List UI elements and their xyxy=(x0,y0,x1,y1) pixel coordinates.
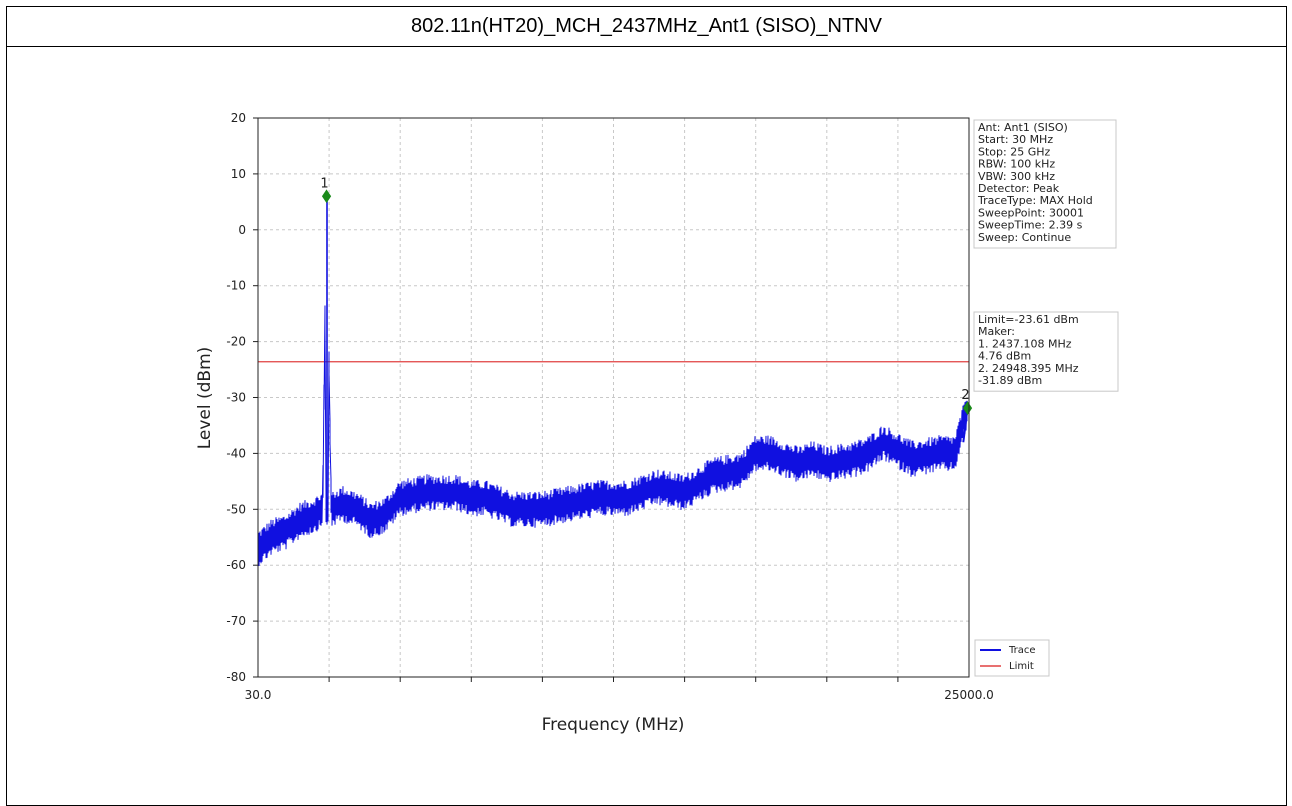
x-tick-label: 25000.0 xyxy=(944,688,994,702)
settings-box-border xyxy=(973,119,1117,249)
settings-box-line: Stop: 25 GHz xyxy=(978,145,1050,158)
y-tick-label: -60 xyxy=(226,558,246,572)
axis-layer: 20 10 0 -10 -20 -30 -40 -50 -60 -70 -80 30.0 25000.0 xyxy=(226,111,993,702)
trace-line xyxy=(257,305,968,567)
marker-readout-box-line: 1. 2437.108 MHz xyxy=(978,337,1072,350)
marker-2-diamond xyxy=(962,401,973,415)
y-tick-label: -30 xyxy=(226,391,246,405)
settings-box-line: SweepPoint: 30001 xyxy=(978,206,1084,219)
y-tick-label: -80 xyxy=(226,670,246,684)
grid-layer xyxy=(258,118,969,677)
x-axis-title: Frequency (MHz) xyxy=(542,715,685,735)
marker-readout-box-line: 2. 24948.395 MHz xyxy=(978,362,1079,375)
marker-readout-box-line: 4.76 dBm xyxy=(978,350,1031,363)
y-tick-label: 0 xyxy=(238,223,246,237)
settings-box-line: VBW: 300 kHz xyxy=(978,170,1055,183)
settings-box-line: RBW: 100 kHz xyxy=(978,158,1055,171)
page-title: 802.11n(HT20)_MCH_2437MHz_Ant1 (SISO)_NT… xyxy=(7,7,1286,47)
marker-1-label: 1 xyxy=(320,176,328,191)
settings-box-line: Start: 30 MHz xyxy=(978,133,1053,146)
trace-layer: 12 xyxy=(257,176,973,567)
y-tick-label: 20 xyxy=(231,111,246,125)
y-tick-label: -40 xyxy=(226,446,246,460)
marker-readout-box-line: Maker: xyxy=(978,325,1015,338)
y-tick-label: -10 xyxy=(226,279,246,293)
marker-readout-box-line: Limit=-23.61 dBm xyxy=(978,313,1079,326)
marker-readout-box-border xyxy=(973,311,1119,392)
settings-box-line: Ant: Ant1 (SISO) xyxy=(978,121,1068,134)
settings-box-line: TraceType: MAX Hold xyxy=(977,194,1093,207)
legend-box xyxy=(974,639,1050,677)
marker-readout-box-line: -31.89 dBm xyxy=(978,374,1042,387)
settings-box-line: Sweep: Continue xyxy=(978,231,1071,244)
marker-1-diamond xyxy=(321,189,332,204)
y-tick-label: -70 xyxy=(226,614,246,628)
y-tick-label: -50 xyxy=(226,502,246,516)
legend-label-limit: Limit xyxy=(1009,661,1034,672)
settings-box-line: Detector: Peak xyxy=(978,182,1060,195)
legend-layer: Trace Limit xyxy=(974,639,1050,677)
y-tick-label: 10 xyxy=(231,167,246,181)
y-tick-label: -20 xyxy=(226,335,246,349)
legend-label-trace: Trace xyxy=(1008,645,1036,656)
x-tick-label: 30.0 xyxy=(245,688,272,702)
y-axis-title: Level (dBm) xyxy=(195,347,215,450)
marker-2-label: 2 xyxy=(961,388,969,403)
settings-box-line: SweepTime: 2.39 s xyxy=(978,219,1083,232)
